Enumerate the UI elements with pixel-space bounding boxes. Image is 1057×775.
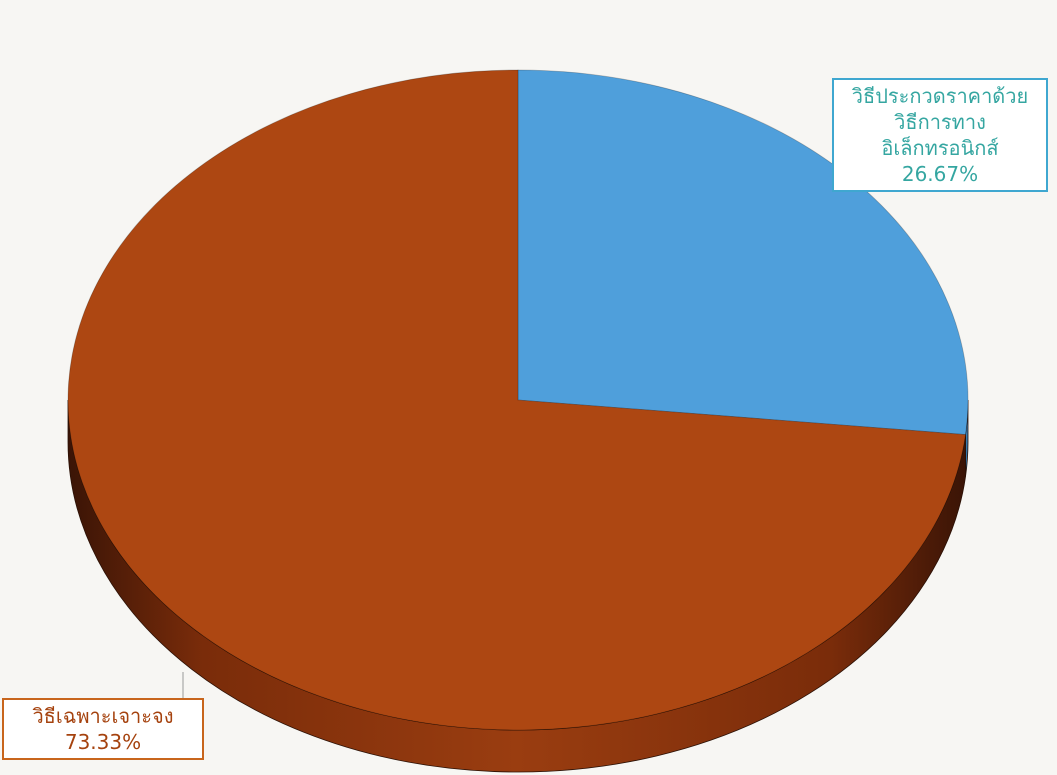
data-label-electronic-bidding: วิธีประกวดราคาด้วย วิธีการทาง อิเล็กทรอน… xyxy=(832,78,1048,192)
label-line: วิธีการทาง xyxy=(894,110,986,134)
label-line: วิธีประกวดราคาด้วย xyxy=(851,84,1029,108)
label-line: อิเล็กทรอนิกส์ xyxy=(881,136,999,160)
label-value: 73.33% xyxy=(64,730,142,754)
label-value: 26.67% xyxy=(901,162,979,186)
data-label-specific-method: วิธีเฉพาะเจาะจง 73.33% xyxy=(2,698,204,760)
label-line: วิธีเฉพาะเจาะจง xyxy=(32,704,174,728)
pie-slice-1 xyxy=(67,69,966,731)
